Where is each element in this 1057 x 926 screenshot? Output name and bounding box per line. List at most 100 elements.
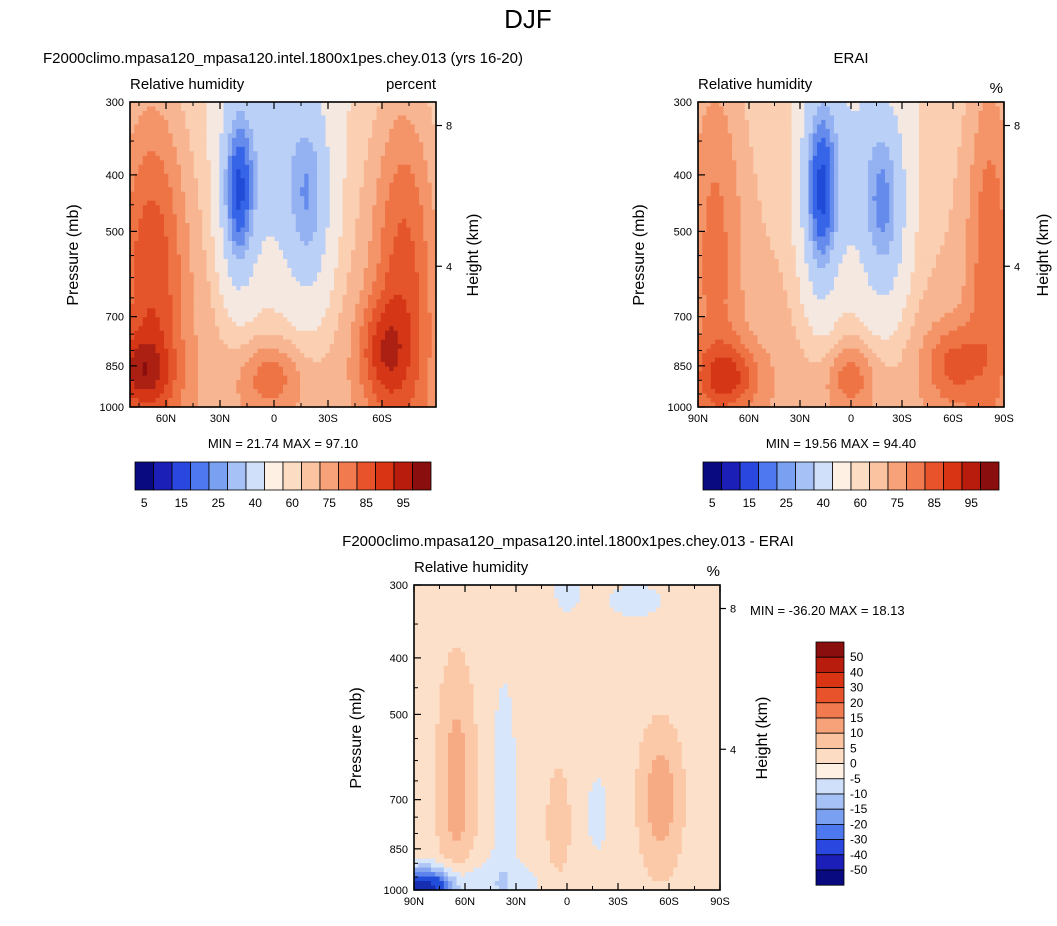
heatmap-cell [347,169,352,174]
heatmap-cell [304,290,309,295]
heatmap-cell [202,290,207,295]
heatmap-cell [411,259,416,264]
heatmap-cell [147,151,152,156]
heatmap-cell [406,259,411,264]
panel-left-label: Relative humidity [130,76,245,93]
heatmap-cell [300,169,305,174]
heatmap-cell [287,317,292,322]
heatmap-cell [292,340,297,345]
heatmap-cell [355,124,360,129]
heatmap-cell [347,106,352,111]
heatmap-cell [300,344,305,349]
heatmap-cell [351,380,356,385]
heatmap-cell [343,281,348,286]
heatmap-cell [287,349,292,354]
heatmap-cell [330,371,335,376]
heatmap-cell [300,398,305,403]
heatmap-cell [143,362,148,367]
heatmap-cell [253,344,258,349]
heatmap-cell [134,210,139,215]
heatmap-cell [245,156,250,161]
heatmap-cell [428,219,433,224]
heatmap-cell [236,335,241,340]
heatmap-cell [364,263,369,268]
heatmap-cell [219,178,224,183]
heatmap-cell [317,169,322,174]
heatmap-cell [283,353,288,358]
heatmap-cell [419,241,424,246]
heatmap-cell [168,299,173,304]
heatmap-cell [245,380,250,385]
heatmap-cell [219,115,224,120]
heatmap-cell [279,129,284,134]
heatmap-cell [330,290,335,295]
heatmap-cell [151,142,156,147]
heatmap-cell [402,165,407,170]
heatmap-cell [173,210,178,215]
heatmap-cell [283,398,288,403]
heatmap-cell [343,353,348,358]
heatmap-cell [198,272,203,277]
heatmap-cell [173,331,178,336]
heatmap-cell [287,308,292,313]
heatmap-cell [160,232,165,237]
heatmap-cell [313,340,318,345]
heatmap-cell [347,210,352,215]
heatmap-cell [347,219,352,224]
heatmap-cell [168,183,173,188]
heatmap-cell [338,156,343,161]
heatmap-cell [164,241,169,246]
heatmap-cell [360,160,365,165]
heatmap-cell [151,268,156,273]
heatmap-cell [326,380,331,385]
heatmap-cell [245,165,250,170]
heatmap-cell [423,120,428,125]
heatmap-cell [309,349,314,354]
heatmap-cell [368,295,373,300]
heatmap-cell [198,160,203,165]
heatmap-cell [296,228,301,233]
heatmap-cell [236,331,241,336]
heatmap-cell [147,277,152,282]
heatmap-cell [228,169,233,174]
heatmap-cell [296,317,301,322]
heatmap-cell [134,340,139,345]
heatmap-cell [215,187,220,192]
heatmap-cell [326,205,331,210]
heatmap-cell [326,331,331,336]
heatmap-cell [151,371,156,376]
heatmap-cell [160,160,165,165]
heatmap-cell [258,353,263,358]
heatmap-cell [381,192,386,197]
heatmap-cell [398,160,403,165]
heatmap-cell [147,201,152,206]
heatmap-cell [411,160,416,165]
heatmap-cell [198,120,203,125]
heatmap-cell [313,133,318,138]
heatmap-cell [249,299,254,304]
heatmap-cell [330,331,335,336]
heatmap-cell [194,268,199,273]
heatmap-cell [194,353,199,358]
heatmap-cell [279,322,284,327]
heatmap-cell [317,196,322,201]
heatmap-cell [173,129,178,134]
heatmap-cell [236,295,241,300]
heatmap-cell [343,205,348,210]
heatmap-cell [262,317,267,322]
heatmap-cell [406,344,411,349]
heatmap-cell [406,376,411,381]
heatmap-cell [194,201,199,206]
heatmap-cell [402,129,407,134]
heatmap-cell [347,187,352,192]
heatmap-cell [198,214,203,219]
heatmap-cell [266,214,271,219]
heatmap-cell [168,142,173,147]
heatmap-cell [300,174,305,179]
heatmap-cell [194,106,199,111]
heatmap-cell [228,344,233,349]
heatmap-cell [198,111,203,116]
heatmap-cell [262,183,267,188]
heatmap-cell [360,138,365,143]
heatmap-cell [219,281,224,286]
